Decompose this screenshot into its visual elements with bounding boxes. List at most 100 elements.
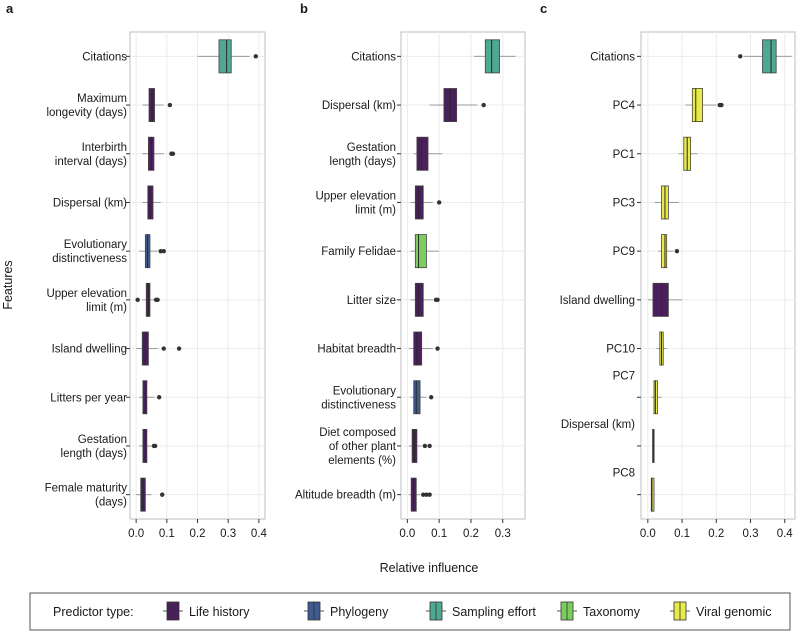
feature-label: Dispersal (km): [561, 419, 635, 431]
feature-label-line: Upper elevation: [46, 288, 127, 300]
outlier-point: [435, 346, 440, 351]
feature-label-line: longevity (days): [46, 107, 127, 119]
feature-label-line: Evolutionary: [333, 385, 397, 397]
box: [413, 331, 423, 366]
feature-label: Habitat breadth: [317, 344, 396, 356]
outlier-point: [170, 151, 176, 156]
box: [650, 477, 655, 512]
legend-item-label: Life history: [189, 605, 250, 619]
feature-row: Female maturity (days): [45, 477, 265, 512]
feature-label-line: Maximum: [77, 93, 127, 105]
feature-label-line: Gestation: [78, 434, 127, 446]
panel-letter-c: c: [540, 1, 547, 16]
feature-label: Island dwelling: [52, 344, 127, 356]
feature-row: Litter size: [347, 282, 525, 317]
legend-title: Predictor type:: [53, 605, 134, 619]
box: [413, 380, 421, 415]
feature-label-line: Dispersal (km): [561, 419, 635, 431]
box: [762, 39, 777, 74]
feature-label-line: Female maturity: [45, 483, 128, 495]
feature-label: Dispersal (km): [53, 197, 127, 209]
feature-label: PC3: [613, 197, 635, 209]
x-tick-label: 0.2: [190, 528, 206, 540]
feature-row: Upper elevation limit (m): [46, 282, 265, 317]
feature-label: Altitude breadth (m): [295, 490, 396, 502]
feature-row: Citations: [351, 39, 525, 74]
feature-row: Island dwelling: [560, 282, 795, 317]
box: [218, 39, 232, 74]
feature-row: PC7: [613, 370, 795, 415]
panel-a: 0.0 0.1 0.2 0.3 0.4 Citations Maximum longevity…: [45, 31, 268, 540]
box: [484, 39, 500, 74]
legend-item-label: Sampling effort: [452, 605, 536, 619]
feature-label-line: length (days): [330, 156, 397, 168]
feature-row: Dispersal (km): [561, 419, 795, 463]
outlier-point: [161, 248, 166, 254]
feature-label: Island dwelling: [560, 295, 635, 307]
feature-label: PC10: [606, 344, 635, 356]
outlier-point: [424, 492, 429, 497]
feature-label: PC7: [613, 370, 635, 382]
feature-label-line: Citations: [82, 51, 127, 63]
x-tick-label: 0.2: [708, 528, 724, 540]
feature-row: Upper elevation limit (m): [315, 185, 525, 220]
box: [414, 234, 427, 269]
feature-row: Gestation length (days): [61, 428, 265, 463]
feature-row: Altitude breadth (m): [295, 477, 525, 512]
outlier-point: [135, 297, 140, 303]
feature-row: PC10: [606, 331, 795, 366]
feature-label: Diet composed of other plant elements (%): [319, 427, 397, 467]
outlier-point: [427, 443, 432, 449]
feature-label: Family Felidae: [321, 246, 396, 258]
feature-label: PC8: [613, 468, 635, 480]
feature-row: PC3: [613, 185, 795, 220]
feature-label: Female maturity (days): [45, 483, 128, 509]
outlier-point: [427, 492, 432, 497]
outlier-point: [738, 54, 743, 59]
legend-frame: [29, 592, 791, 631]
outlier-point: [253, 54, 258, 59]
feature-row: Interbirth interval (days): [55, 136, 265, 171]
box: [661, 234, 668, 269]
feature-label: PC1: [613, 149, 635, 161]
feature-label: Upper elevation limit (m): [46, 288, 127, 314]
x-tick-label: 0.1: [431, 528, 447, 540]
box: [691, 88, 703, 123]
feature-label-line: PC8: [613, 468, 635, 480]
feature-label-line: of other plant: [329, 441, 397, 453]
feature-row: Dispersal (km): [53, 185, 265, 220]
box: [652, 282, 669, 317]
outlier-point: [158, 248, 163, 254]
feature-row: Diet composed of other plant elements (%): [319, 427, 525, 467]
feature-label-line: Upper elevation: [315, 190, 396, 202]
x-tick-label: 0.4: [251, 528, 268, 540]
feature-label-line: Litter size: [347, 295, 396, 307]
feature-label: Citations: [351, 51, 396, 63]
outlier-point: [421, 492, 426, 497]
feature-label-line: PC3: [613, 197, 635, 209]
feature-label-line: limit (m): [86, 302, 127, 314]
feature-row: Citations: [590, 39, 795, 74]
feature-label-line: interval (days): [55, 156, 127, 168]
feature-label: Upper elevation limit (m): [315, 190, 396, 216]
feature-label-line: Diet composed: [319, 427, 396, 439]
x-tick-label: 0.3: [495, 528, 511, 540]
feature-label: Gestation length (days): [61, 434, 128, 460]
outlier-point: [436, 200, 442, 205]
feature-row: Island dwelling: [52, 331, 265, 366]
feature-label: Litter size: [347, 295, 396, 307]
outlier-point: [422, 443, 428, 449]
feature-label: Citations: [590, 51, 635, 63]
panel-letter-a: a: [6, 1, 14, 16]
x-axis-title: Relative influence: [380, 561, 479, 575]
outlier-point: [152, 443, 158, 449]
feature-label-line: Gestation: [347, 142, 396, 154]
feature-label-line: elements (%): [328, 455, 396, 467]
feature-row: Dispersal (km): [322, 88, 525, 123]
outlier-point: [429, 395, 434, 400]
feature-label: Evolutionary distinctiveness: [52, 239, 127, 265]
feature-label-line: distinctiveness: [321, 399, 396, 411]
feature-label-line: PC7: [613, 370, 635, 382]
feature-label-line: Citations: [351, 51, 396, 63]
